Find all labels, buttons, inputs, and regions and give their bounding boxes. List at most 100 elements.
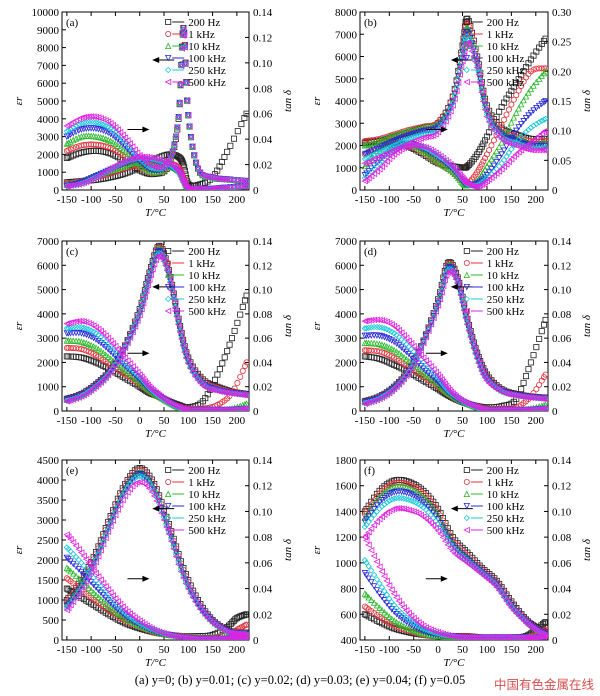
eps-point <box>168 287 176 294</box>
tand-point <box>429 154 437 162</box>
tand-point <box>243 110 249 117</box>
y-axis-label: εr <box>311 321 323 330</box>
eps-point <box>146 274 153 281</box>
eps-point <box>434 302 442 309</box>
eps-point <box>427 133 434 140</box>
eps-point <box>457 292 464 299</box>
eps-point <box>460 48 468 55</box>
y2-axis-label: tan δ <box>282 314 294 337</box>
legend-label: 200 Hz <box>487 246 519 258</box>
eps-point <box>179 27 187 34</box>
tand-point <box>417 146 425 153</box>
eps-point <box>223 389 231 397</box>
tand-point <box>65 565 72 573</box>
tand-point <box>432 156 439 164</box>
tand-point <box>523 373 530 380</box>
eps-point <box>481 374 489 382</box>
x-tick-label: -100 <box>81 415 102 427</box>
eps-point <box>483 113 490 120</box>
y2-tick-label: 0.08 <box>253 83 273 95</box>
tand-point <box>170 163 178 171</box>
tand-point <box>121 354 129 361</box>
tand-point <box>518 82 525 89</box>
eps-point <box>527 394 534 401</box>
y-tick-label: 0 <box>54 635 60 647</box>
tand-point <box>150 154 158 162</box>
eps-point <box>425 327 432 335</box>
tand-point <box>154 390 161 398</box>
tand-point <box>126 360 134 367</box>
tand-point <box>70 324 77 331</box>
y2-tick-label: 0.06 <box>552 333 572 345</box>
eps-point <box>201 173 208 180</box>
eps-point <box>134 313 141 321</box>
legend-label: 1 kHz <box>487 29 514 41</box>
tand-point <box>507 155 515 163</box>
eps-point <box>365 153 372 161</box>
x-axis-label: T/°C <box>444 428 466 440</box>
tand-point <box>427 363 435 370</box>
eps-point <box>476 364 484 371</box>
tand-point <box>92 591 100 598</box>
eps-point <box>444 264 452 272</box>
eps-point <box>410 360 417 367</box>
tand-point <box>234 128 241 135</box>
tand-point <box>378 333 386 340</box>
eps-point <box>446 268 453 275</box>
tand-point <box>75 323 82 331</box>
eps-point <box>124 150 131 157</box>
eps-point <box>472 58 479 65</box>
eps-point <box>111 124 119 131</box>
y2-tick-label: 0.15 <box>552 96 572 108</box>
eps-point <box>196 379 204 387</box>
panel-label: (a) <box>66 17 79 29</box>
tand-point <box>243 611 249 618</box>
tand-point <box>124 369 131 376</box>
legend-label: 10 kHz <box>487 41 519 53</box>
legend-label: 250 kHz <box>188 65 226 77</box>
eps-point <box>204 173 211 180</box>
tand-point <box>64 319 72 327</box>
tand-point <box>542 35 548 42</box>
eps-point <box>462 35 469 42</box>
tand-point <box>180 179 188 186</box>
tand-point <box>92 336 100 343</box>
eps-point <box>78 120 85 127</box>
tand-point <box>538 65 545 72</box>
eps-point <box>487 382 495 389</box>
tand-point <box>505 158 512 166</box>
legend-marker <box>165 247 172 254</box>
x-tick-label: 50 <box>457 415 469 427</box>
eps-point <box>142 287 150 295</box>
tand-point <box>459 174 466 182</box>
figure-canvas: -150 -100 -50 0 50 100 150 20001000200030004000… <box>13 7 593 669</box>
eps-point <box>211 387 219 394</box>
tand-point <box>417 142 425 150</box>
tand-point <box>112 608 119 615</box>
x-tick-label: -50 <box>108 415 123 427</box>
eps-point <box>434 123 442 131</box>
tand-point <box>111 342 119 350</box>
tand-point <box>145 154 153 161</box>
eps-point <box>134 317 141 325</box>
eps-point <box>447 107 454 115</box>
eps-point <box>412 355 420 363</box>
tand-point <box>405 357 413 365</box>
eps-point <box>542 395 548 402</box>
eps-point <box>100 127 107 134</box>
y-tick-label: 500 <box>43 615 60 627</box>
eps-point <box>163 267 171 274</box>
eps-point <box>80 119 88 126</box>
legend-label: 250 kHz <box>487 65 525 77</box>
tand-point <box>390 346 398 354</box>
eps-point <box>194 376 201 384</box>
tand-point <box>107 355 114 362</box>
tand-point <box>518 386 525 393</box>
tand-point <box>231 327 238 334</box>
y2-tick-label: 0.02 <box>253 609 272 621</box>
eps-point <box>150 260 158 268</box>
tand-point <box>126 371 134 378</box>
tand-point <box>216 366 223 373</box>
series-group <box>63 25 249 190</box>
tand-point <box>527 139 534 146</box>
